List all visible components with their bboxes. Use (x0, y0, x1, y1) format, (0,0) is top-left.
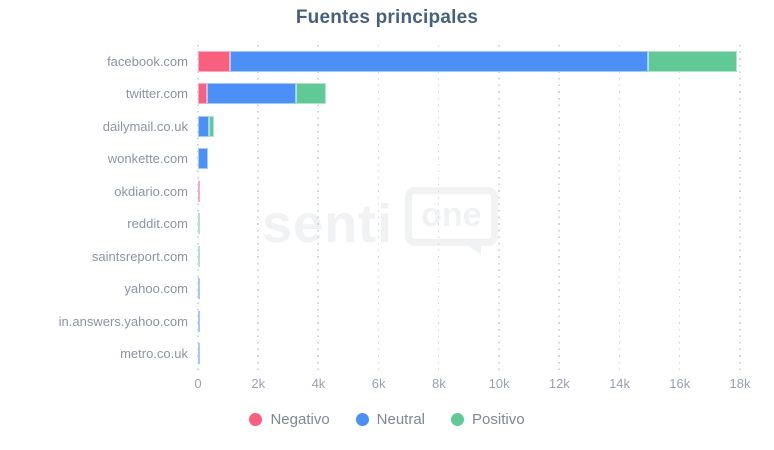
gridline (498, 45, 500, 370)
bar-segment-positivo[interactable] (209, 115, 214, 137)
legend: Negativo Neutral Positivo (0, 411, 774, 428)
bar-row: okdiario.com (0, 175, 774, 208)
x-axis: 0 2k 4k 6k 8k 10k 12k 14k 16k 18k (0, 376, 774, 394)
gridline (317, 45, 319, 370)
bar-segment-neutral[interactable] (198, 148, 208, 170)
x-tick-label: 2k (251, 376, 266, 391)
gridline (377, 45, 380, 370)
legend-item-negativo[interactable]: Negativo (249, 411, 330, 428)
gridline (197, 45, 199, 370)
category-label: dailymail.co.uk (102, 118, 188, 134)
bar-segment-negativo[interactable] (198, 50, 230, 72)
bar-segment-negativo[interactable] (198, 83, 208, 105)
legend-label: Negativo (270, 411, 330, 428)
gridline (678, 45, 681, 370)
category-label: reddit.com (127, 216, 188, 232)
bar-segment-neutral[interactable] (198, 343, 200, 365)
chart-title: Fuentes principales (295, 7, 479, 28)
x-tick-label: 0 (194, 376, 202, 391)
bar-segment-neutral[interactable] (229, 50, 649, 72)
legend-item-neutral[interactable]: Neutral (355, 411, 426, 428)
bar-row: dailymail.co.uk (0, 110, 774, 143)
x-tick-label: 10k (488, 376, 510, 391)
category-label: okdiario.com (114, 183, 188, 199)
category-label: twitter.com (125, 86, 188, 102)
bar-row: yahoo.com (0, 273, 774, 306)
gridline (739, 45, 741, 370)
legend-label: Neutral (376, 411, 426, 428)
category-label: in.answers.yahoo.com (58, 313, 188, 329)
legend-dot-icon (451, 413, 465, 426)
bar-segment-neutral[interactable] (207, 83, 297, 105)
x-tick-label: 6k (371, 376, 386, 391)
bar-segment-positivo[interactable] (198, 213, 200, 235)
legend-dot-icon (355, 413, 369, 426)
x-tick-label: 18k (729, 376, 751, 391)
bar-track (198, 213, 200, 235)
bar-segment-neutral[interactable] (198, 278, 200, 300)
bar-track (198, 148, 208, 170)
grid-layer (0, 45, 774, 370)
gridline (618, 45, 621, 370)
bar-segment-positivo[interactable] (296, 83, 327, 105)
bar-track (198, 343, 200, 365)
bar-segment-positivo[interactable] (198, 245, 200, 267)
plot-area: senti one facebook.com twitter.com dailyma… (0, 45, 774, 370)
category-label: yahoo.com (124, 281, 188, 297)
gridline (257, 45, 259, 370)
bar-segment-neutral[interactable] (198, 310, 200, 332)
bar-row: metro.co.uk (0, 338, 774, 371)
x-tick-label: 8k (432, 376, 446, 391)
gridline (558, 45, 560, 370)
bar-track (198, 180, 200, 202)
bar-segment-positivo[interactable] (648, 50, 737, 72)
bar-track (198, 115, 214, 137)
bar-segment-neutral[interactable] (198, 115, 210, 137)
bar-row: saintsreport.com (0, 240, 774, 273)
legend-label: Positivo (472, 411, 525, 428)
bar-track (198, 83, 327, 105)
x-tick-label: 16k (669, 376, 691, 391)
category-label: saintsreport.com (91, 248, 188, 264)
bar-row: twitter.com (0, 78, 774, 111)
x-tick-label: 14k (609, 376, 631, 391)
category-label: wonkette.com (107, 151, 188, 167)
bar-track (198, 310, 200, 332)
x-tick-label: 4k (311, 376, 326, 391)
bar-track (198, 245, 200, 267)
x-tick-label: 12k (548, 376, 570, 391)
bar-row: reddit.com (0, 208, 774, 241)
bar-track (198, 50, 737, 72)
bar-rows: facebook.com twitter.com dailymail.co.uk wo… (0, 45, 774, 370)
bar-track (198, 278, 200, 300)
legend-item-positivo[interactable]: Positivo (451, 411, 525, 428)
category-label: facebook.com (107, 53, 188, 69)
bar-row: in.answers.yahoo.com (0, 305, 774, 338)
bar-row: facebook.com (0, 45, 774, 78)
gridline (437, 45, 440, 370)
category-label: metro.co.uk (120, 346, 188, 362)
bar-segment-negativo[interactable] (198, 180, 200, 202)
bar-row: wonkette.com (0, 143, 774, 176)
legend-dot-icon (249, 413, 263, 426)
